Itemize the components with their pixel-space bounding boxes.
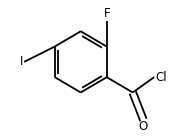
Text: O: O [139, 120, 148, 133]
Text: F: F [103, 7, 110, 20]
Text: Cl: Cl [155, 71, 167, 84]
Text: I: I [20, 55, 23, 68]
